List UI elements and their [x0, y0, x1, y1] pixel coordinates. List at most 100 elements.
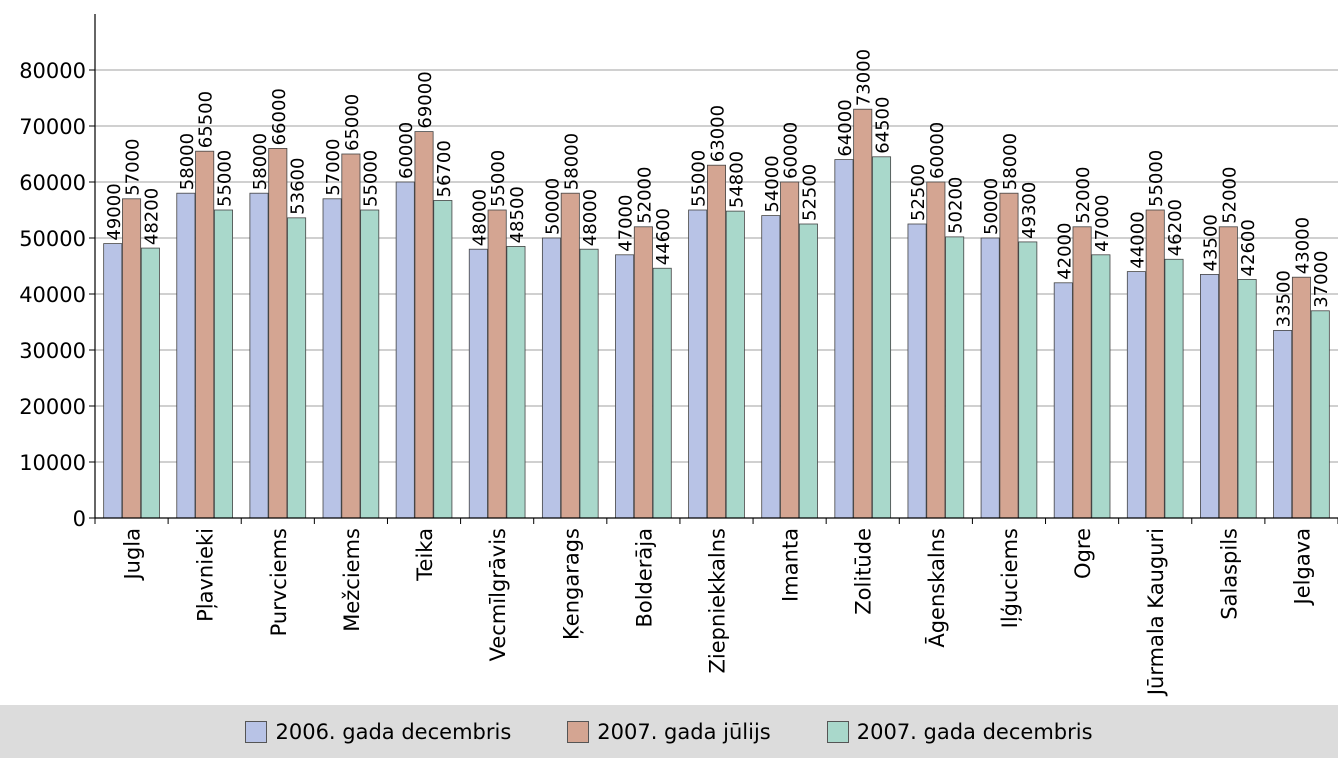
bar	[468, 248, 488, 519]
bar	[761, 215, 781, 519]
bar	[1164, 258, 1184, 519]
bar-value-label: 47000	[1092, 195, 1113, 252]
legend-item-series-1: 2006. gada decembris	[245, 720, 511, 744]
y-tick-label: 60000	[19, 171, 86, 195]
bar-value-label: 49000	[104, 183, 125, 240]
bar-value-label: 52000	[1073, 167, 1094, 224]
category-label: Salaspils	[1217, 528, 1241, 620]
category-label: Jūrmala Kauguri	[1144, 528, 1168, 697]
bar-value-label: 58000	[250, 133, 271, 190]
bar	[122, 198, 142, 519]
category-label: Pļavnieki	[194, 528, 218, 622]
bar	[652, 267, 672, 519]
bar	[395, 181, 415, 519]
bars	[103, 108, 1330, 519]
bar-value-label: 43500	[1201, 214, 1222, 271]
category-label: Āgenskalns	[925, 528, 949, 648]
bar-value-label: 65500	[196, 91, 217, 148]
bar-value-label: 63000	[708, 105, 729, 162]
bar	[725, 210, 745, 519]
bar-value-label: 65000	[342, 94, 363, 151]
bar	[1200, 273, 1220, 519]
bar	[945, 236, 965, 519]
legend-label-series-1: 2006. gada decembris	[275, 719, 512, 744]
category-label: Ogre	[1071, 528, 1095, 579]
bar	[287, 217, 307, 519]
y-tick-label: 10000	[19, 451, 86, 475]
bar	[853, 108, 873, 519]
bar-value-label: 52500	[799, 164, 820, 221]
bar	[707, 164, 727, 519]
legend-swatch-series-3	[826, 720, 849, 743]
bar-value-label: 44600	[653, 208, 674, 265]
y-tick-label: 0	[73, 507, 86, 531]
category-label: Iļģuciems	[998, 528, 1022, 628]
bar-value-label: 50000	[542, 178, 563, 235]
bar	[541, 237, 561, 519]
bar-value-label: 64000	[835, 99, 856, 156]
bar-value-label: 46200	[1165, 199, 1186, 256]
bar-value-label: 55000	[1146, 150, 1167, 207]
category-label: Ziepniekkalns	[706, 528, 730, 673]
bar	[780, 181, 800, 519]
bar	[1053, 282, 1073, 519]
y-tick-label: 20000	[19, 395, 86, 419]
bar-value-label: 60000	[396, 122, 417, 179]
bar	[1273, 329, 1293, 519]
bar	[579, 248, 599, 519]
category-label: Teika	[413, 528, 437, 582]
bar	[1126, 271, 1146, 519]
bar	[926, 181, 946, 519]
bar-value-label: 55000	[488, 150, 509, 207]
bar	[103, 243, 123, 519]
bar	[1237, 279, 1257, 519]
legend-label-series-3: 2007. gada decembris	[856, 719, 1093, 744]
bar	[1310, 310, 1330, 519]
bar-value-label: 42000	[1054, 223, 1075, 280]
bar	[268, 147, 288, 519]
bar	[195, 150, 215, 519]
bar	[249, 192, 269, 519]
bar-value-label: 57000	[323, 139, 344, 196]
y-tick-label: 30000	[19, 339, 86, 363]
legend-item-series-3: 2007. gada decembris	[826, 719, 1093, 744]
bar	[213, 209, 233, 519]
bar	[688, 209, 708, 519]
bar	[999, 192, 1019, 519]
bar-value-label: 58000	[1000, 133, 1021, 190]
bar	[560, 192, 580, 519]
bar	[433, 200, 453, 519]
category-label: Mežciems	[340, 528, 364, 632]
bar-value-label: 43000	[1292, 217, 1313, 274]
category-label: Purvciems	[267, 528, 291, 636]
bar	[1091, 254, 1111, 519]
bar-value-label: 49300	[1019, 182, 1040, 239]
category-label: Vecmīlgrāvis	[486, 528, 510, 661]
y-tick-label: 50000	[19, 227, 86, 251]
bar	[322, 198, 342, 519]
category-label: Zolitūde	[852, 528, 876, 615]
bar-value-label: 69000	[415, 71, 436, 128]
bar-value-label: 53600	[288, 158, 309, 215]
bar-value-label: 48500	[507, 186, 528, 243]
bar	[1218, 226, 1238, 519]
category-label: Jelgava	[1290, 528, 1314, 606]
bar	[798, 223, 818, 519]
bar	[1072, 226, 1092, 519]
bar-value-label: 54800	[726, 151, 747, 208]
y-tick-label: 80000	[19, 59, 86, 83]
axes: 0 10000 20000 30000 40000 50000 60000 70000 8000…	[19, 14, 1338, 697]
bar	[872, 156, 892, 519]
bar	[487, 209, 507, 519]
category-label: Jugla	[121, 528, 145, 582]
bar	[907, 223, 927, 519]
bar-value-label: 60000	[927, 122, 948, 179]
bar-value-label: 48000	[469, 189, 490, 246]
legend: 2006. gada decembris 2007. gada jūlijs 2…	[0, 705, 1338, 758]
bar-value-label: 55000	[214, 150, 235, 207]
y-tick-label: 40000	[19, 283, 86, 307]
bar-value-label: 42600	[1238, 219, 1259, 276]
bar-value-label: 54000	[762, 155, 783, 212]
legend-label-series-2: 2007. gada jūlijs	[597, 719, 771, 744]
